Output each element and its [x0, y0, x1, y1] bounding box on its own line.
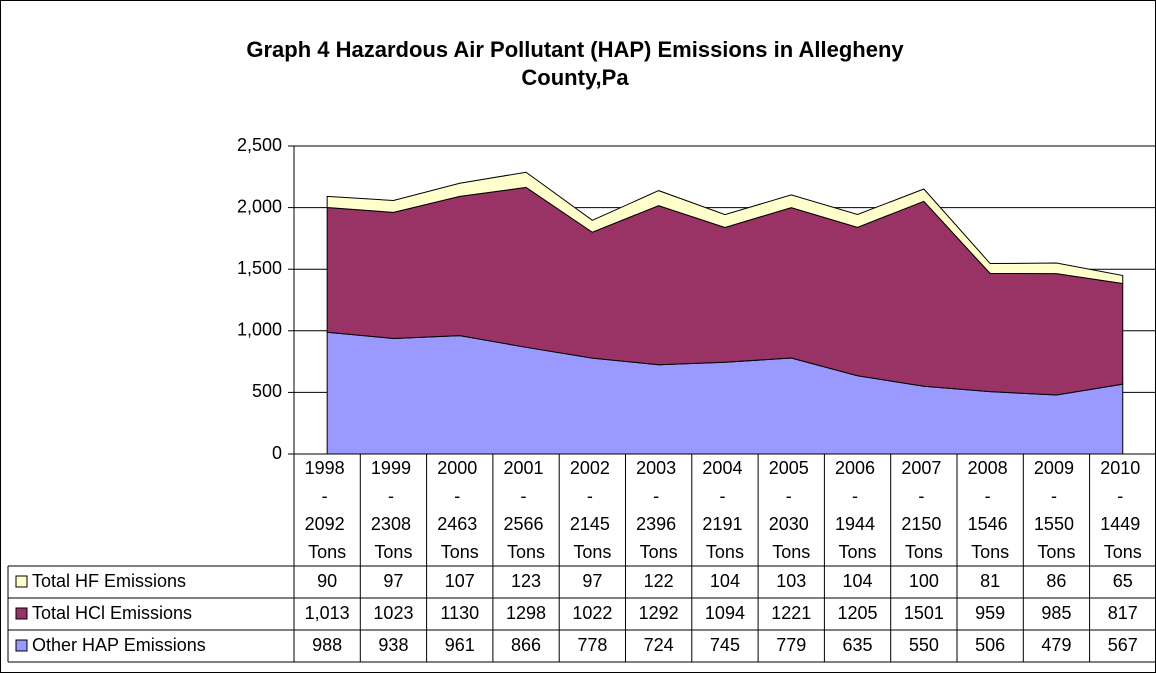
- y-tick-label: 2,000: [237, 196, 282, 216]
- y-tick-label: 500: [252, 381, 282, 401]
- x-tick-label: 2003 - 2396 Tons: [636, 458, 681, 562]
- legend-label: Total HCl Emissions: [32, 603, 192, 623]
- data-label: 866: [511, 635, 541, 655]
- x-tick-label: 2004 - 2191 Tons: [702, 458, 747, 562]
- data-label: 1292: [639, 603, 679, 623]
- data-label: 104: [710, 571, 740, 591]
- data-label: 104: [843, 571, 873, 591]
- data-label: 97: [582, 571, 602, 591]
- data-label: 1023: [373, 603, 413, 623]
- x-tick-label: 1998 - 2092 Tons: [305, 458, 350, 562]
- legend-swatch: [15, 607, 28, 620]
- data-label: 959: [975, 603, 1005, 623]
- x-tick-label: 2000 - 2463 Tons: [437, 458, 482, 562]
- data-label: 479: [1041, 635, 1071, 655]
- data-label: 1130: [440, 603, 479, 623]
- y-tick-label: 0: [272, 443, 282, 463]
- data-label: 985: [1041, 603, 1071, 623]
- x-tick-label: 2006 - 1944 Tons: [835, 458, 880, 562]
- chart-title: Graph 4 Hazardous Air Pollutant (HAP) Em…: [246, 37, 904, 90]
- data-label: 1501: [904, 603, 944, 623]
- data-label: 1221: [771, 603, 811, 623]
- x-tick-label: 2005 - 2030 Tons: [769, 458, 814, 562]
- data-label: 745: [710, 635, 740, 655]
- legend-label: Total HF Emissions: [32, 571, 186, 591]
- data-label: 97: [383, 571, 403, 591]
- y-tick-label: 1,500: [237, 258, 282, 278]
- data-label: 817: [1108, 603, 1138, 623]
- data-label: 103: [776, 571, 806, 591]
- y-tick-label: 2,500: [237, 135, 282, 155]
- data-label: 122: [644, 571, 674, 591]
- data-label: 550: [909, 635, 939, 655]
- legend-label: Other HAP Emissions: [32, 635, 206, 655]
- data-label: 81: [980, 571, 1000, 591]
- data-label: 506: [975, 635, 1005, 655]
- legend-swatch: [15, 639, 28, 652]
- data-label: 65: [1113, 571, 1133, 591]
- x-tick-label: 2009 - 1550 Tons: [1034, 458, 1079, 562]
- data-label: 961: [445, 635, 475, 655]
- x-tick-label: 2001 - 2566 Tons: [504, 458, 549, 562]
- data-label: 635: [843, 635, 873, 655]
- data-label: 1298: [506, 603, 546, 623]
- y-tick-label: 1,000: [237, 320, 282, 340]
- data-label: 778: [577, 635, 607, 655]
- x-tick-label: 2008 - 1546 Tons: [968, 458, 1013, 562]
- legend-swatch: [15, 575, 28, 588]
- data-label: 1205: [838, 603, 878, 623]
- x-tick-label: 2002 - 2145 Tons: [570, 458, 615, 562]
- data-label: 567: [1108, 635, 1138, 655]
- data-label: 107: [445, 571, 475, 591]
- x-tick-label: 1999 - 2308 Tons: [371, 458, 416, 562]
- data-label: 100: [909, 571, 939, 591]
- x-tick-label: 2010 - 1449 Tons: [1100, 458, 1145, 562]
- data-label: 779: [776, 635, 806, 655]
- data-label: 938: [378, 635, 408, 655]
- data-label: 86: [1046, 571, 1066, 591]
- data-label: 988: [312, 635, 342, 655]
- data-label: 1,013: [305, 603, 350, 623]
- data-label: 90: [317, 571, 337, 591]
- data-label: 1094: [705, 603, 745, 623]
- data-label: 1022: [572, 603, 612, 623]
- data-label: 123: [511, 571, 541, 591]
- data-label: 724: [644, 635, 674, 655]
- area: [326, 171, 1124, 285]
- x-tick-label: 2007 - 2150 Tons: [901, 458, 946, 562]
